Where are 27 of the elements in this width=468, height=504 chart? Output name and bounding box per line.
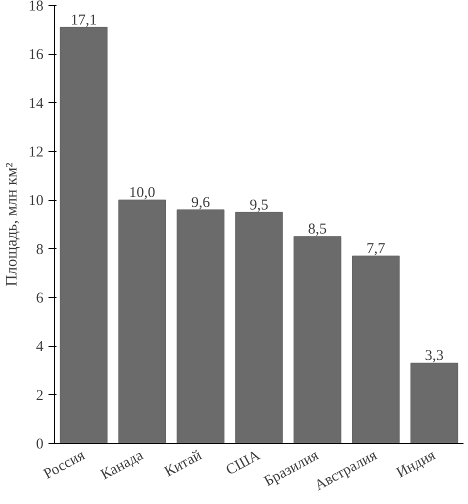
y-axis-title: Площадь, млн км² [4,162,20,286]
bar [352,256,400,444]
bar [118,200,166,444]
data-label: 17,1 [70,12,97,28]
y-tick-label: 0 [36,436,44,452]
y-tick-label: 8 [36,242,44,258]
data-label: 8,5 [308,222,327,238]
y-tick-label: 16 [28,47,44,64]
y-tick-label: 12 [28,144,44,160]
x-tick-label: США [224,447,263,479]
y-tick-label: 10 [28,193,44,210]
y-tick-label: 18 [28,0,44,14]
bar [294,236,342,444]
bar [60,26,108,444]
bar [235,212,283,444]
y-tick-label: 2 [36,388,44,404]
data-label: 7,7 [366,241,386,258]
y-tick-label: 14 [28,96,44,112]
x-tick-label: Индия [394,447,438,482]
data-label: 9,5 [250,197,268,214]
bar [176,209,224,444]
y-tick-label: 4 [36,339,44,356]
data-label: 9,6 [191,194,210,211]
bar [410,362,458,444]
data-label: 3,3 [424,348,444,364]
data-label: 10,0 [129,185,156,202]
y-tick-label: 6 [36,290,44,306]
